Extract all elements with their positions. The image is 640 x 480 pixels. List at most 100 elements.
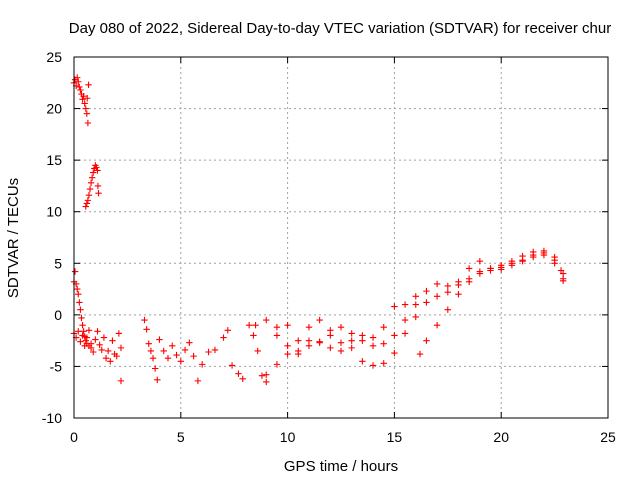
data-point: [391, 303, 398, 310]
x-tick-label: 15: [387, 429, 403, 445]
y-tick-label: -10: [42, 410, 62, 426]
data-point: [444, 288, 451, 296]
data-point: [391, 349, 398, 357]
data-point: [77, 338, 84, 345]
data-point: [147, 347, 155, 355]
data-point: [412, 293, 419, 300]
data-point: [211, 346, 219, 354]
data-point: [190, 352, 197, 360]
data-point: [78, 314, 85, 322]
tick-labels: 0 5 10 15 20 25 -10 -5 0 5 10 15 20 25: [42, 49, 616, 445]
data-point: [465, 265, 473, 272]
data-point: [551, 253, 558, 261]
data-point: [284, 321, 291, 329]
x-tick-label: 10: [280, 429, 296, 445]
data-point: [284, 350, 291, 358]
data-point: [107, 358, 114, 365]
data-point: [154, 376, 161, 384]
y-tick-label: -5: [50, 358, 63, 374]
data-point: [87, 340, 95, 347]
data-point: [117, 344, 125, 352]
data-point: [337, 339, 345, 346]
data-point: [84, 119, 92, 127]
data-point: [444, 306, 451, 313]
x-tick-label: 0: [70, 429, 78, 445]
data-point: [83, 200, 91, 207]
data-point: [263, 378, 270, 386]
data-point: [220, 334, 227, 341]
data-point: [250, 332, 257, 339]
data-point: [76, 299, 83, 306]
data-point: [95, 189, 102, 197]
data-point: [224, 327, 231, 334]
data-point: [327, 327, 334, 334]
data-point: [100, 334, 108, 341]
data-point: [530, 253, 537, 261]
data-point: [369, 342, 377, 349]
x-tick-label: 20: [493, 429, 509, 445]
axis-ticks: [73, 56, 609, 419]
data-point: [359, 358, 366, 365]
data-point: [75, 328, 82, 335]
data-point: [115, 330, 123, 337]
chart-title: Day 080 of 2022, Sidereal Day-to-day VTE…: [69, 20, 611, 37]
data-point: [186, 339, 193, 346]
data-point: [559, 270, 567, 277]
data-point: [369, 362, 377, 369]
data-point: [96, 341, 103, 348]
data-point: [79, 96, 86, 103]
data-point: [75, 78, 82, 85]
data-point: [559, 277, 567, 285]
y-tick-label: 10: [46, 204, 62, 220]
data-point: [94, 328, 101, 335]
data-point: [90, 348, 97, 356]
data-point: [85, 327, 93, 334]
data-point: [94, 167, 101, 174]
data-point: [263, 316, 270, 324]
data-point: [258, 372, 266, 379]
data-point: [412, 301, 419, 308]
data-point: [316, 338, 323, 345]
data-point: [254, 347, 261, 355]
data-point: [93, 164, 100, 171]
data-point: [143, 326, 150, 333]
data-point: [348, 344, 355, 352]
data-point: [498, 266, 505, 273]
data-point: [82, 337, 89, 344]
data-point: [92, 336, 99, 343]
data-point: [476, 270, 484, 277]
data-point: [104, 347, 112, 355]
data-point: [169, 342, 176, 349]
data-point: [380, 324, 387, 331]
data-point: [86, 185, 94, 193]
data-point: [79, 332, 86, 339]
y-axis-title: SDTVAR / TECUs: [5, 178, 22, 298]
data-point: [487, 267, 494, 274]
data-point: [465, 278, 473, 286]
data-point: [173, 351, 180, 359]
data-point: [181, 346, 189, 354]
data-point: [84, 95, 91, 102]
data-point: [348, 330, 355, 337]
data-point: [369, 334, 377, 341]
data-point: [412, 313, 419, 321]
data-point: [295, 350, 302, 358]
data-point: [284, 342, 291, 349]
y-tick-label: 0: [54, 307, 62, 323]
data-point: [109, 337, 116, 344]
data-point: [113, 352, 120, 360]
data-point: [305, 337, 313, 344]
data-point: [540, 251, 548, 259]
data-point: [235, 370, 242, 377]
data-point: [198, 361, 206, 368]
data-point: [145, 340, 152, 347]
data-point: [149, 354, 157, 362]
data-point: [273, 324, 281, 331]
data-point: [80, 92, 87, 100]
data-point: [90, 169, 97, 176]
data-point: [423, 337, 430, 344]
data-points: [70, 74, 567, 386]
data-point: [508, 260, 516, 267]
data-point: [348, 337, 355, 344]
data-point: [359, 332, 366, 339]
